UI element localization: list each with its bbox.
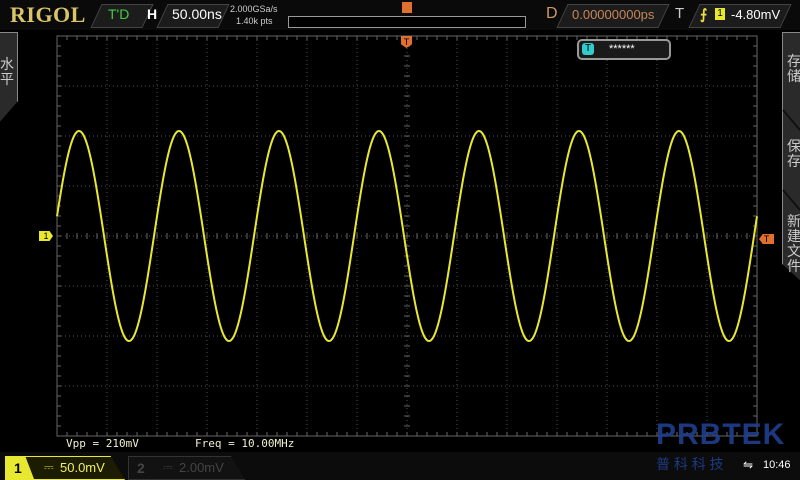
channel2-scale: 2.00mV xyxy=(179,460,224,475)
trigger-position-overview-marker xyxy=(402,2,412,13)
channel2-button[interactable]: 2 ⎓ 2.00mV xyxy=(128,456,245,480)
channel1-number: 1 xyxy=(6,457,34,479)
notification-icon: T xyxy=(582,43,594,55)
channel1-ground-marker[interactable]: 1 xyxy=(39,231,53,241)
memory-depth: 1.40k pts xyxy=(236,16,273,26)
trigger-source-badge: 1 xyxy=(715,8,725,20)
channel2-number: 2 xyxy=(137,460,145,476)
delay-value: 0.00000000ps xyxy=(572,7,655,22)
rigol-logo: RIGOL xyxy=(10,2,86,27)
memory-overview-bar[interactable] xyxy=(288,16,526,28)
channel1-coupling-icon: ⎓ xyxy=(44,460,54,474)
channel1-scale: 50.0mV xyxy=(60,460,105,475)
menu-divider xyxy=(782,189,800,211)
horizontal-label: H xyxy=(147,6,158,22)
trigger-label: T xyxy=(675,5,685,22)
prbtek-watermark: PRBTEK xyxy=(656,418,786,451)
notification-box: T ****** xyxy=(577,39,671,60)
top-status-bar: RIGOL T'D H 50.00ns 2.000GSa/s 1.40k pts… xyxy=(0,0,800,30)
notification-text: ****** xyxy=(609,43,635,55)
trigger-level: -4.80mV xyxy=(731,7,781,22)
menu-divider xyxy=(782,109,800,131)
menu-item-save[interactable]: 保存 xyxy=(787,139,800,170)
clock-time: 10:46 xyxy=(763,459,791,471)
prbtek-watermark-sub: 普 科 科 技 xyxy=(656,456,724,472)
run-status: T'D xyxy=(108,6,130,22)
sample-rate: 2.000GSa/s xyxy=(230,4,278,14)
measurement-freq: Freq = 10.00MHz xyxy=(195,437,295,450)
measurement-vpp: Vpp = 210mV xyxy=(66,437,139,450)
divider-lines xyxy=(782,109,800,211)
trigger-position-marker[interactable]: T xyxy=(401,36,412,48)
channel1-trace xyxy=(56,129,758,343)
rising-edge-icon: ⨍ xyxy=(700,6,708,22)
graticule xyxy=(56,35,758,437)
channel1-button[interactable]: 1 ⎓ 50.0mV xyxy=(5,456,125,480)
usb-icon: ⇋ xyxy=(743,458,754,472)
menu-item-storage[interactable]: 存储 xyxy=(787,54,800,85)
delay-label: D xyxy=(546,5,558,22)
horizontal-menu-label: 水平 xyxy=(0,57,14,88)
menu-item-new-file[interactable]: 新建文件 xyxy=(787,214,800,275)
channel2-coupling-icon: ⎓ xyxy=(163,460,173,474)
trigger-level-marker[interactable]: T xyxy=(759,234,774,244)
timebase-value: 50.00ns xyxy=(172,6,222,22)
